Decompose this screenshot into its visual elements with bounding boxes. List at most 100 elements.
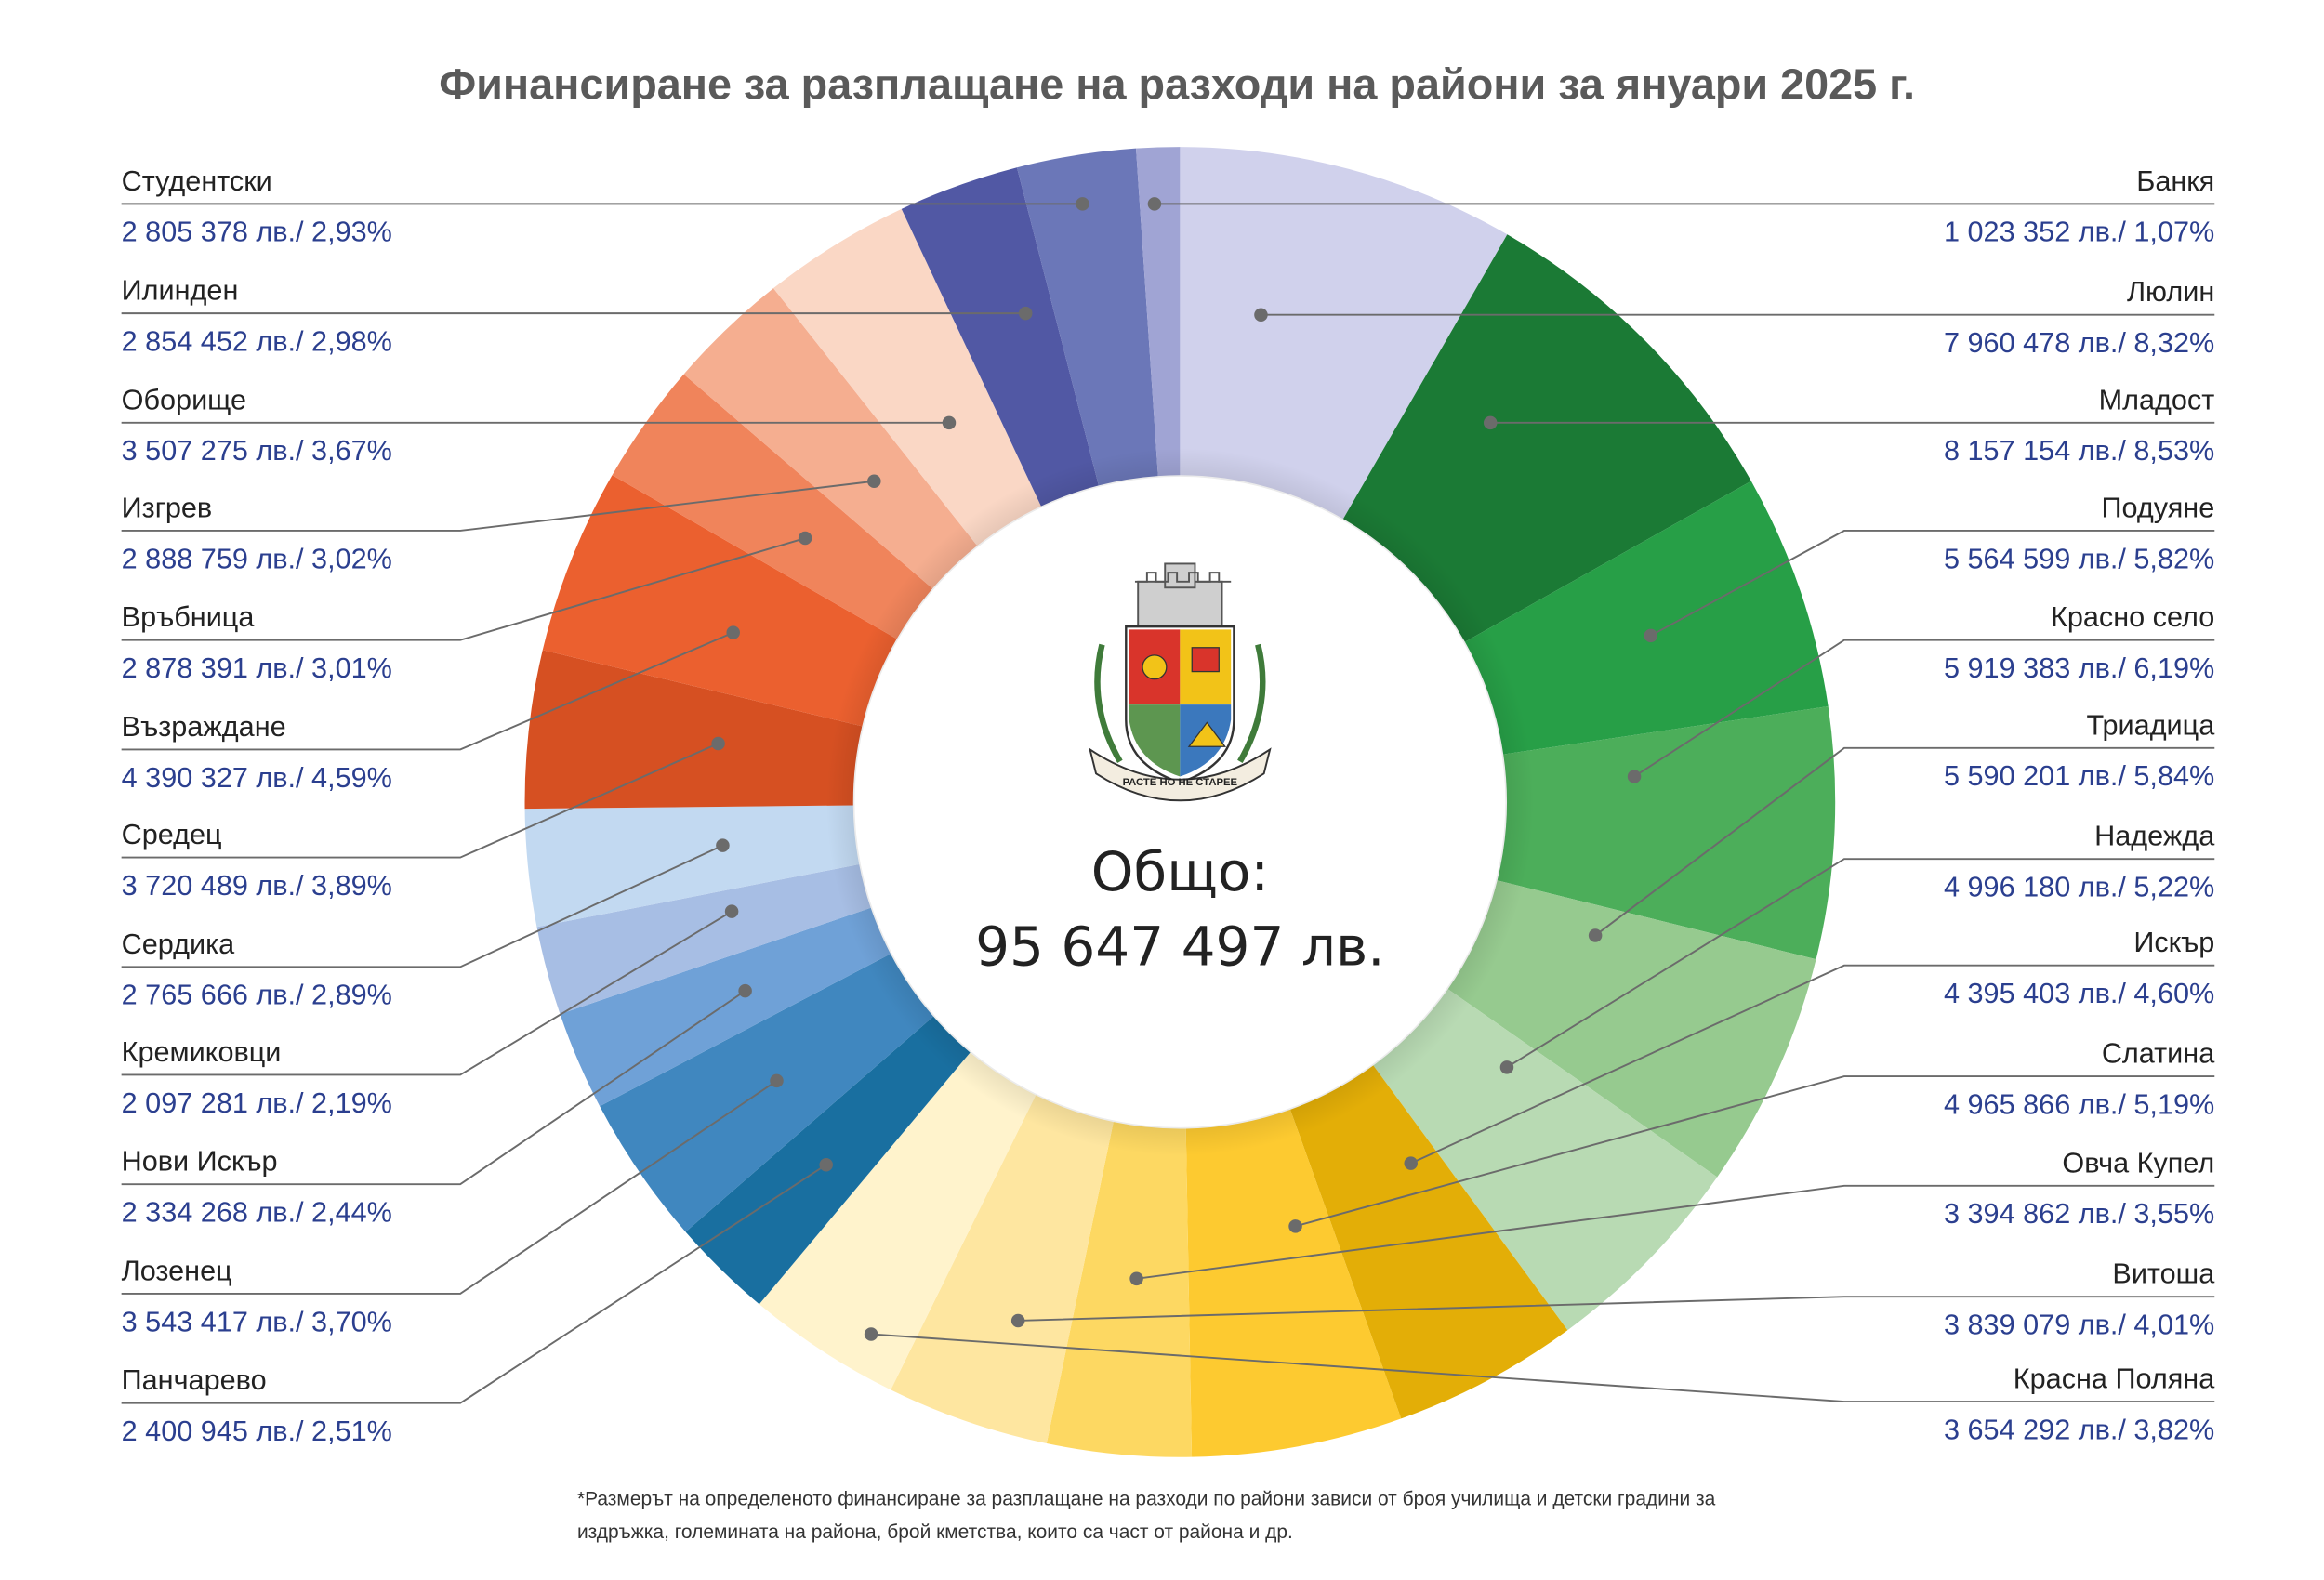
leader-line-надежда <box>1506 858 2215 1069</box>
label-name-слатина: Слатина <box>2102 1038 2215 1070</box>
label-name-възраждане: Възраждане <box>122 711 286 743</box>
leader-line-възраждане <box>121 631 734 751</box>
donut-slice-оборище <box>772 208 1041 546</box>
leader-line-кремиковци <box>121 910 733 1076</box>
donut-slice-нови-искър <box>560 907 891 1107</box>
label-value-оборище: 3 507 275 лв./ 3,67% <box>122 435 392 467</box>
label-name-илинден: Илинден <box>122 275 239 307</box>
chart-title: Финансиране за разплащане на разходи на … <box>439 59 1915 108</box>
label-value-подуяне: 5 564 599 лв./ 5,82% <box>1944 543 2214 574</box>
label-value-младост: 8 157 154 лв./ 8,53% <box>1944 435 2214 467</box>
label-value-изгрев: 2 888 759 лв./ 3,02% <box>122 543 392 574</box>
leader-dot-слатина <box>1288 1219 1302 1233</box>
leader-line-подуяне <box>1650 529 2215 637</box>
label-value-кремиковци: 2 097 281 лв./ 2,19% <box>122 1087 392 1119</box>
donut-slice-сердика <box>524 805 860 928</box>
label-value-илинден: 2 854 452 лв./ 2,98% <box>122 325 392 357</box>
label-value-красно-село: 5 919 383 лв./ 6,19% <box>1944 652 2214 684</box>
sofia-coat-of-arms-logo: РАСТЕ НО НЕ СТАРЕЕ <box>1089 562 1272 802</box>
donut-slice-красно-село <box>1497 706 1836 960</box>
label-value-нови-искър: 2 334 268 лв./ 2,44% <box>122 1197 392 1229</box>
donut-slice-слатина <box>1185 1109 1402 1457</box>
leader-dot-красна-поляна <box>864 1327 878 1341</box>
leader-dot-красно-село <box>1627 770 1642 783</box>
donut-slice-банкя <box>1136 147 1181 477</box>
donut-slice-искър <box>1290 1065 1568 1419</box>
leader-dot-искър <box>1404 1156 1418 1170</box>
leader-line-витоша <box>1018 1296 2215 1322</box>
donut-slice-овча-купел <box>1046 1122 1193 1457</box>
leader-dot-витоша <box>1010 1313 1025 1328</box>
label-name-красна-поляна: Красна Поляна <box>2014 1363 2215 1395</box>
leader-line-средец <box>121 743 719 859</box>
leader-line-панчарево <box>121 1164 827 1404</box>
donut-slice-надежда <box>1373 989 1718 1331</box>
label-value-триадица: 5 590 201 лв./ 5,84% <box>1944 760 2214 792</box>
label-value-люлин: 7 960 478 лв./ 8,32% <box>1944 327 2214 359</box>
label-name-триадица: Триадица <box>2087 709 2216 741</box>
label-value-слатина: 4 965 866 лв./ 5,19% <box>1944 1088 2214 1120</box>
label-name-кремиковци: Кремиковци <box>122 1036 282 1068</box>
label-name-студентски: Студентски <box>122 165 272 197</box>
leader-dot-панчарево <box>819 1157 833 1172</box>
total-value: 95 647 497 лв. <box>975 915 1385 979</box>
label-name-оборище: Оборище <box>122 384 246 415</box>
donut-slice-красна-поляна <box>759 1052 1037 1390</box>
logo-motto: РАСТЕ НО НЕ СТАРЕЕ <box>1123 777 1238 788</box>
donut-slice-лозенец <box>600 954 934 1232</box>
donut-slice-илинден <box>901 167 1099 507</box>
donut-slice-младост <box>1342 234 1751 642</box>
footnote-line-1: *Размерът на определеното финансиране за… <box>577 1488 1716 1509</box>
leader-dot-кремиковци <box>724 904 739 918</box>
label-name-връбница: Връбница <box>122 601 256 633</box>
leader-line-нови-искър <box>121 990 746 1186</box>
label-name-искър: Искър <box>2133 927 2214 958</box>
leader-dot-средец <box>711 736 725 751</box>
label-name-красно-село: Красно село <box>2051 601 2214 633</box>
leader-dot-сердика <box>716 838 730 852</box>
leader-dot-оборище <box>942 415 957 430</box>
label-value-студентски: 2 805 378 лв./ 2,93% <box>122 217 392 248</box>
donut-slice-витоша <box>891 1095 1114 1443</box>
label-name-витоша: Витоша <box>2112 1258 2215 1290</box>
label-value-надежда: 4 996 180 лв./ 5,22% <box>1944 872 2214 903</box>
label-value-средец: 3 720 489 лв./ 3,89% <box>122 870 392 902</box>
leader-dot-триадица <box>1588 928 1603 942</box>
leader-line-искър <box>1410 964 2215 1165</box>
label-name-средец: Средец <box>122 819 222 850</box>
leader-lines <box>121 197 2215 1404</box>
leader-line-изгрев <box>121 480 875 532</box>
donut-slice-връбница <box>612 374 933 639</box>
label-name-изгрев: Изгрев <box>122 492 213 523</box>
leader-dot-подуяне <box>1644 628 1658 643</box>
donut-slice-възраждане <box>542 475 897 727</box>
leader-dot-младост <box>1483 415 1498 430</box>
leader-line-сердика <box>121 844 723 968</box>
leader-dot-илинден <box>1018 306 1033 321</box>
leader-line-красно-село <box>1633 639 2215 778</box>
label-name-овча-купел: Овча Купел <box>2062 1147 2214 1178</box>
label-value-лозенец: 3 543 417 лв./ 3,70% <box>122 1306 392 1337</box>
leader-dot-овча-купел <box>1129 1271 1143 1286</box>
leader-line-слатина <box>1295 1075 2215 1228</box>
donut-slice-триадица <box>1447 880 1816 1178</box>
total-label: Общо: <box>1091 840 1269 903</box>
leader-dot-възраждане <box>726 625 740 639</box>
label-name-младост: Младост <box>2099 384 2215 415</box>
leader-dot-студентски <box>1076 197 1089 211</box>
leader-line-красна-поляна <box>871 1333 2215 1403</box>
label-value-възраждане: 4 390 327 лв./ 4,59% <box>122 762 392 794</box>
label-name-сердика: Сердика <box>122 928 236 960</box>
label-value-връбница: 2 878 391 лв./ 3,01% <box>122 652 392 684</box>
leader-dot-люлин <box>1254 308 1268 322</box>
label-value-искър: 4 395 403 лв./ 4,60% <box>1944 978 2214 1009</box>
label-name-банкя: Банкя <box>2136 165 2214 197</box>
leader-line-овча-купел <box>1136 1184 2215 1280</box>
leader-dot-нови-искър <box>738 983 752 998</box>
leader-line-лозенец <box>121 1080 778 1295</box>
donut-slice-студентски <box>1016 148 1158 486</box>
donut-slice-кремиковци <box>536 863 871 1015</box>
leader-line-връбница <box>121 537 806 641</box>
donut-slice-средец <box>524 650 863 810</box>
